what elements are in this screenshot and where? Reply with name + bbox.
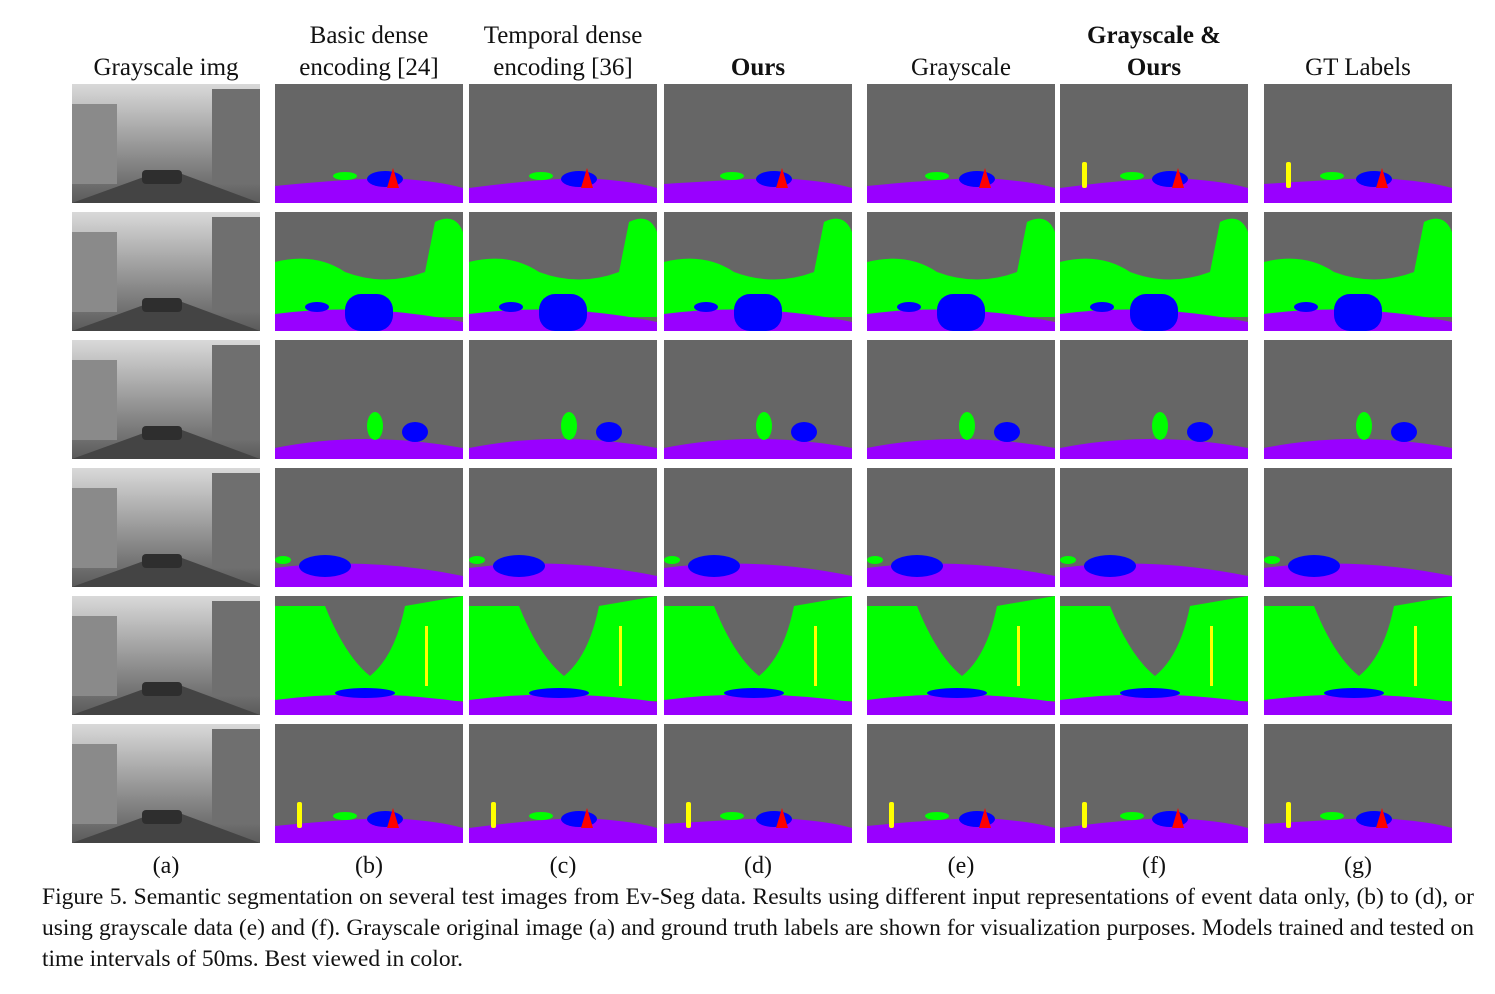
segmentation-map-e-row-4 bbox=[867, 468, 1055, 587]
column-header-grayscale: Grayscale bbox=[911, 54, 1011, 81]
grayscale-image-a-row-3 bbox=[72, 340, 260, 459]
sublabel-e: (e) bbox=[947, 853, 975, 879]
segmentation-map-f-row-6 bbox=[1060, 724, 1248, 843]
segmentation-map-c-row-2 bbox=[469, 212, 657, 331]
segmentation-map-f-row-1 bbox=[1060, 84, 1248, 203]
segmentation-map-g-row-3 bbox=[1264, 340, 1452, 459]
column-header-grayscale-img: Grayscale img bbox=[93, 54, 239, 81]
segmentation-map-f-row-4 bbox=[1060, 468, 1248, 587]
sublabel-c: (c) bbox=[549, 853, 577, 879]
segmentation-map-b-row-2 bbox=[275, 212, 463, 331]
segmentation-map-g-row-1 bbox=[1264, 84, 1452, 203]
segmentation-map-g-row-6 bbox=[1264, 724, 1452, 843]
segmentation-map-f-row-2 bbox=[1060, 212, 1248, 331]
sublabel-g: (g) bbox=[1344, 853, 1372, 879]
segmentation-map-d-row-3 bbox=[664, 340, 852, 459]
grayscale-image-a-row-5 bbox=[72, 596, 260, 715]
segmentation-map-c-row-4 bbox=[469, 468, 657, 587]
segmentation-map-c-row-1 bbox=[469, 84, 657, 203]
sublabel-b: (b) bbox=[355, 853, 383, 879]
segmentation-map-d-row-5 bbox=[664, 596, 852, 715]
segmentation-map-f-row-5 bbox=[1060, 596, 1248, 715]
column-header-temporal-dense-encoding: Temporal dense encoding [36] bbox=[483, 22, 643, 81]
sublabel-a: (a) bbox=[152, 853, 180, 879]
segmentation-map-e-row-2 bbox=[867, 212, 1055, 331]
segmentation-map-c-row-3 bbox=[469, 340, 657, 459]
segmentation-map-d-row-6 bbox=[664, 724, 852, 843]
segmentation-map-f-row-3 bbox=[1060, 340, 1248, 459]
sublabel-d: (d) bbox=[744, 853, 772, 879]
sublabel-f: (f) bbox=[1142, 853, 1166, 879]
figure-caption: Figure 5. Semantic segmentation on sever… bbox=[42, 884, 1474, 972]
grayscale-image-a-row-6 bbox=[72, 724, 260, 843]
segmentation-map-d-row-4 bbox=[664, 468, 852, 587]
grayscale-image-a-row-2 bbox=[72, 212, 260, 331]
column-header-grayscale-and-ours: Grayscale & Ours bbox=[1087, 22, 1221, 81]
segmentation-map-e-row-1 bbox=[867, 84, 1055, 203]
segmentation-map-e-row-6 bbox=[867, 724, 1055, 843]
grayscale-image-a-row-1 bbox=[72, 84, 260, 203]
segmentation-map-b-row-1 bbox=[275, 84, 463, 203]
segmentation-map-g-row-2 bbox=[1264, 212, 1452, 331]
segmentation-map-c-row-5 bbox=[469, 596, 657, 715]
column-header-ours: Ours bbox=[730, 54, 786, 81]
column-header-gt-labels: GT Labels bbox=[1305, 54, 1411, 81]
segmentation-map-d-row-1 bbox=[664, 84, 852, 203]
segmentation-map-b-row-3 bbox=[275, 340, 463, 459]
segmentation-map-e-row-3 bbox=[867, 340, 1055, 459]
grayscale-image-a-row-4 bbox=[72, 468, 260, 587]
segmentation-map-e-row-5 bbox=[867, 596, 1055, 715]
segmentation-map-c-row-6 bbox=[469, 724, 657, 843]
segmentation-map-g-row-5 bbox=[1264, 596, 1452, 715]
segmentation-map-b-row-4 bbox=[275, 468, 463, 587]
segmentation-map-d-row-2 bbox=[664, 212, 852, 331]
segmentation-map-b-row-5 bbox=[275, 596, 463, 715]
column-header-basic-dense-encoding: Basic dense encoding [24] bbox=[299, 22, 439, 81]
segmentation-map-g-row-4 bbox=[1264, 468, 1452, 587]
segmentation-map-b-row-6 bbox=[275, 724, 463, 843]
